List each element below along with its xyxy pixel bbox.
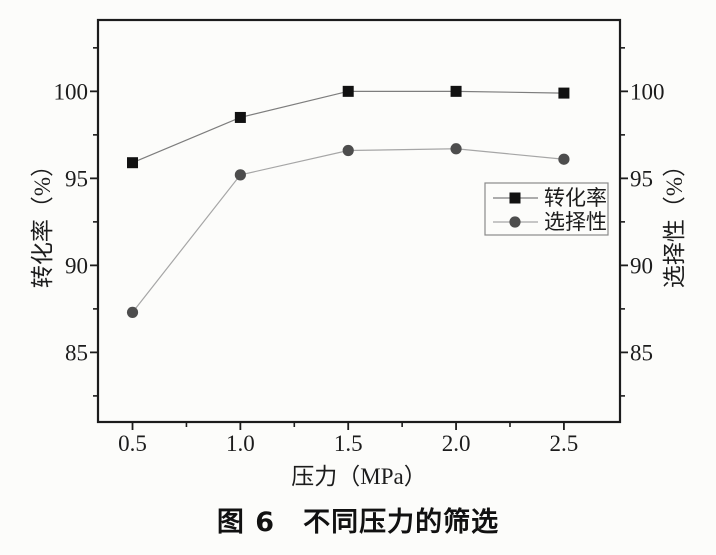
series-1-point <box>234 169 246 181</box>
y-left-tick-label: 100 <box>54 79 89 104</box>
x-tick-label: 1.0 <box>226 431 255 456</box>
plot-frame <box>96 18 622 424</box>
y-left-axis-title: 转化率（%） <box>30 154 55 288</box>
y-right-tick-label: 100 <box>630 79 665 104</box>
y-right-tick-label: 85 <box>630 340 653 365</box>
figure-caption: 图 6 不同压力的筛选 <box>216 507 500 538</box>
series-0-point <box>450 85 462 97</box>
legend-marker-square <box>509 192 521 204</box>
x-tick-label: 2.0 <box>442 431 471 456</box>
legend-label: 转化率 <box>544 186 607 210</box>
x-axis-title: 压力（MPa） <box>291 464 426 489</box>
legend-marker-circle <box>509 216 521 228</box>
y-left-tick-label: 85 <box>65 340 88 365</box>
chart-canvas: 0.5 1.0 1.5 2.0 2.5 85 85 90 90 95 95 100 100 压力（MPa）… <box>30 18 687 489</box>
y-right-tick-label: 90 <box>630 253 653 278</box>
series-1-point <box>450 143 462 155</box>
series-0-point <box>234 111 246 123</box>
series-1-point <box>558 153 570 165</box>
series-0-point <box>127 157 139 169</box>
x-tick-label: 0.5 <box>118 431 147 456</box>
y-left-tick-label: 95 <box>65 166 88 191</box>
series-1-point <box>126 306 139 318</box>
legend-box <box>484 182 609 236</box>
series-0-point <box>342 85 354 97</box>
series-0-point <box>558 87 570 99</box>
x-tick-label: 1.5 <box>334 431 363 456</box>
series-1-point <box>342 144 354 157</box>
y-left-tick-label: 90 <box>65 253 88 278</box>
y-right-axis-title: 选择性（%） <box>662 154 687 288</box>
x-tick-label: 2.5 <box>550 431 579 456</box>
y-right-tick-label: 95 <box>630 166 653 191</box>
legend-label: 选择性 <box>544 210 607 234</box>
